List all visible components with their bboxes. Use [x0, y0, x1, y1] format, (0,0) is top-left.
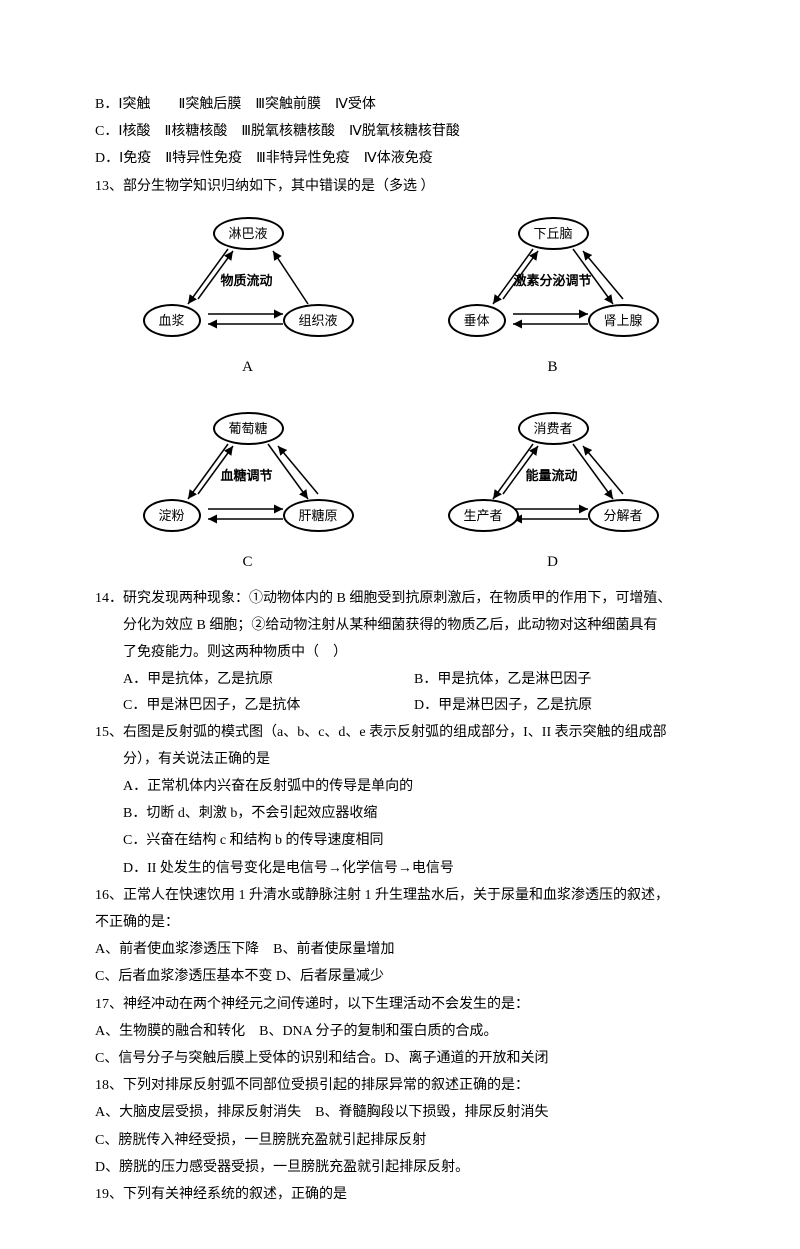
node-d-left: 生产者	[448, 499, 519, 532]
q18-d: D、膀胱的压力感受器受损，一旦膀胱充盈就引起排尿反射。	[95, 1155, 705, 1180]
label-a: A	[242, 354, 253, 381]
node-a-top: 淋巴液	[213, 217, 284, 250]
node-b-right: 肾上腺	[588, 304, 659, 337]
diagram-row-2: 葡萄糖 淀粉 肝糖原 血糖调节 C 消费者 生产者 分解者 能量流动 D	[95, 404, 705, 554]
center-d: 能量流动	[526, 464, 578, 487]
q17-ab: A、生物膜的融合和转化 B、DNA 分子的复制和蛋白质的合成。	[95, 1019, 705, 1044]
node-b-left: 垂体	[448, 304, 506, 337]
q15-stem-1: 15、右图是反射弧的模式图（a、b、c、d、e 表示反射弧的组成部分，I、II …	[95, 720, 705, 745]
q14-b: B．甲是抗体，乙是淋巴因子	[414, 667, 705, 692]
node-d-top: 消费者	[518, 412, 589, 445]
node-a-right: 组织液	[283, 304, 354, 337]
label-c: C	[242, 549, 252, 576]
q18-stem: 18、下列对排尿反射弧不同部位受损引起的排尿异常的叙述正确的是：	[95, 1073, 705, 1098]
label-d: D	[547, 549, 558, 576]
q15-a: A．正常机体内兴奋在反射弧中的传导是单向的	[95, 774, 705, 799]
label-b: B	[547, 354, 557, 381]
q14-stem-2: 分化为效应 B 细胞；②给动物注射从某种细菌获得的物质乙后，此动物对这种细菌具有	[95, 613, 705, 638]
option-d: D．Ⅰ免疫 Ⅱ特异性免疫 Ⅲ非特异性免疫 Ⅳ体液免疫	[95, 146, 705, 171]
q16-ab: A、前者使血浆渗透压下降 B、前者使尿量增加	[95, 937, 705, 962]
diagram-b: 下丘脑 垂体 肾上腺 激素分泌调节 B	[438, 209, 668, 359]
diagram-c: 葡萄糖 淀粉 肝糖原 血糖调节 C	[133, 404, 363, 554]
node-d-right: 分解者	[588, 499, 659, 532]
center-a: 物质流动	[221, 269, 273, 292]
node-c-right: 肝糖原	[283, 499, 354, 532]
q15-d: D．II 处发生的信号变化是电信号→化学信号→电信号	[95, 856, 705, 881]
q14-opts-row1: A．甲是抗体，乙是抗原 B．甲是抗体，乙是淋巴因子	[95, 667, 705, 692]
q14-opts-row2: C．甲是淋巴因子，乙是抗体 D．甲是淋巴因子，乙是抗原	[95, 693, 705, 718]
center-c: 血糖调节	[221, 464, 273, 487]
q16-stem-1: 16、正常人在快速饮用 1 升清水或静脉注射 1 升生理盐水后，关于尿量和血浆渗…	[95, 883, 705, 908]
diagram-d: 消费者 生产者 分解者 能量流动 D	[438, 404, 668, 554]
node-b-top: 下丘脑	[518, 217, 589, 250]
q18-ab: A、大脑皮层受损，排尿反射消失 B、脊髓胸段以下损毁，排尿反射消失	[95, 1100, 705, 1125]
node-c-left: 淀粉	[143, 499, 201, 532]
q14-stem-1: 14．研究发现两种现象：①动物体内的 B 细胞受到抗原刺激后，在物质甲的作用下，…	[95, 586, 705, 611]
node-c-top: 葡萄糖	[213, 412, 284, 445]
q14-c: C．甲是淋巴因子，乙是抗体	[123, 693, 414, 718]
q13-stem: 13、部分生物学知识归纳如下，其中错误的是（多选 ）	[95, 174, 705, 199]
q17-stem: 17、神经冲动在两个神经元之间传递时，以下生理活动不会发生的是：	[95, 992, 705, 1017]
q15-c: C．兴奋在结构 c 和结构 b 的传导速度相同	[95, 828, 705, 853]
center-b: 激素分泌调节	[514, 269, 592, 292]
q19-stem: 19、下列有关神经系统的叙述，正确的是	[95, 1182, 705, 1207]
option-c: C．Ⅰ核酸 Ⅱ核糖核酸 Ⅲ脱氧核糖核酸 Ⅳ脱氧核糖核苷酸	[95, 119, 705, 144]
node-a-left: 血浆	[143, 304, 201, 337]
q14-a: A．甲是抗体，乙是抗原	[123, 667, 414, 692]
q14-stem-3: 了免疫能力。则这两种物质中（ ）	[95, 640, 705, 665]
q18-c: C、膀胱传入神经受损，一旦膀胱充盈就引起排尿反射	[95, 1128, 705, 1153]
diagram-row-1: 淋巴液 血浆 组织液 物质流动 A 下丘脑 垂体 肾上腺 激素分泌调节 B	[95, 209, 705, 359]
diagram-a: 淋巴液 血浆 组织液 物质流动 A	[133, 209, 363, 359]
q17-cd: C、信号分子与突触后膜上受体的识别和结合。D、离子通道的开放和关闭	[95, 1046, 705, 1071]
q16-cd: C、后者血浆渗透压基本不变 D、后者尿量减少	[95, 964, 705, 989]
q15-stem-2: 分），有关说法正确的是	[95, 747, 705, 772]
q15-b: B．切断 d、刺激 b，不会引起效应器收缩	[95, 801, 705, 826]
option-b: B．Ⅰ突触 Ⅱ突触后膜 Ⅲ突触前膜 Ⅳ受体	[95, 92, 705, 117]
q16-stem-2: 不正确的是：	[95, 910, 705, 935]
q14-d: D．甲是淋巴因子，乙是抗原	[414, 693, 705, 718]
